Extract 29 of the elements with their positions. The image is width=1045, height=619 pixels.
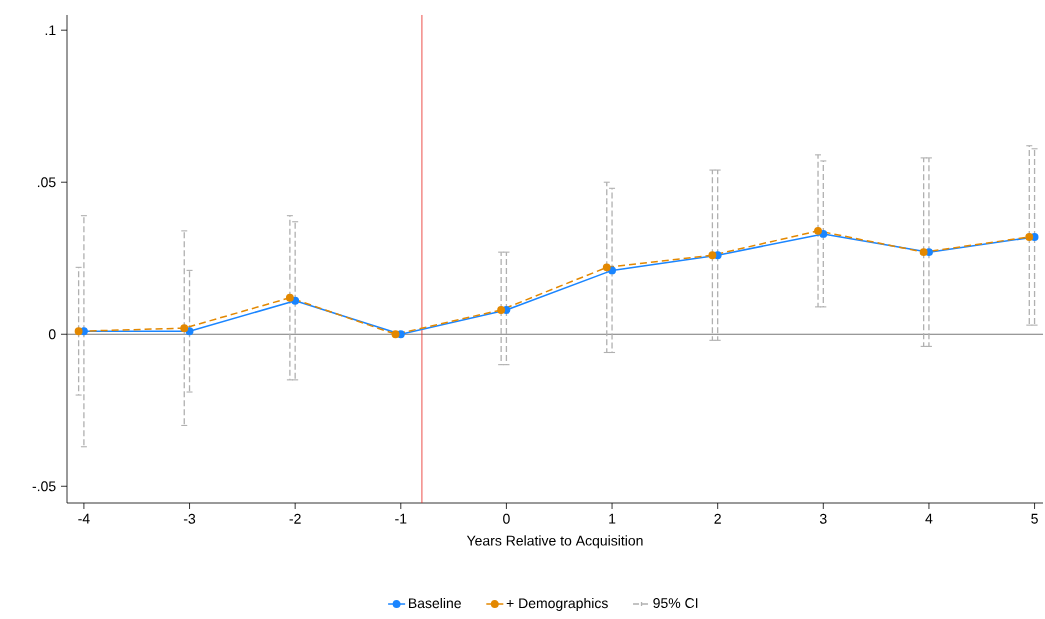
legend-label: + Demographics bbox=[506, 597, 608, 611]
x-axis-title: Years Relative to Acquisition bbox=[466, 535, 643, 549]
point bbox=[602, 263, 611, 272]
y-tick-label: .1 bbox=[45, 25, 56, 36]
point bbox=[180, 324, 189, 333]
point bbox=[708, 251, 717, 260]
x-tick-label: -4 bbox=[78, 513, 90, 524]
y-tick-label: 0 bbox=[48, 329, 56, 340]
x-tick-label: 4 bbox=[925, 513, 933, 524]
x-tick-label: 1 bbox=[609, 513, 616, 524]
x-tick-label: 2 bbox=[714, 513, 721, 524]
text: 95% CI bbox=[653, 598, 698, 608]
point bbox=[497, 305, 506, 314]
x-tick-label: 3 bbox=[819, 513, 827, 524]
legend-label: Baseline bbox=[409, 597, 461, 609]
point bbox=[814, 226, 822, 235]
point bbox=[1025, 233, 1034, 241]
point bbox=[608, 266, 616, 275]
x-tick-label: -2 bbox=[289, 513, 301, 524]
x-tick-label: -1 bbox=[395, 513, 407, 524]
x-tick-label: -3 bbox=[183, 513, 196, 524]
point bbox=[74, 327, 83, 336]
point bbox=[285, 293, 294, 302]
y-tick-label: -.05 bbox=[32, 481, 56, 492]
x-tick-label: 0 bbox=[503, 513, 510, 524]
point bbox=[391, 330, 400, 339]
x-tick-label: 5 bbox=[1031, 513, 1038, 524]
point bbox=[919, 248, 928, 257]
y-tick-label: .05 bbox=[37, 177, 56, 188]
